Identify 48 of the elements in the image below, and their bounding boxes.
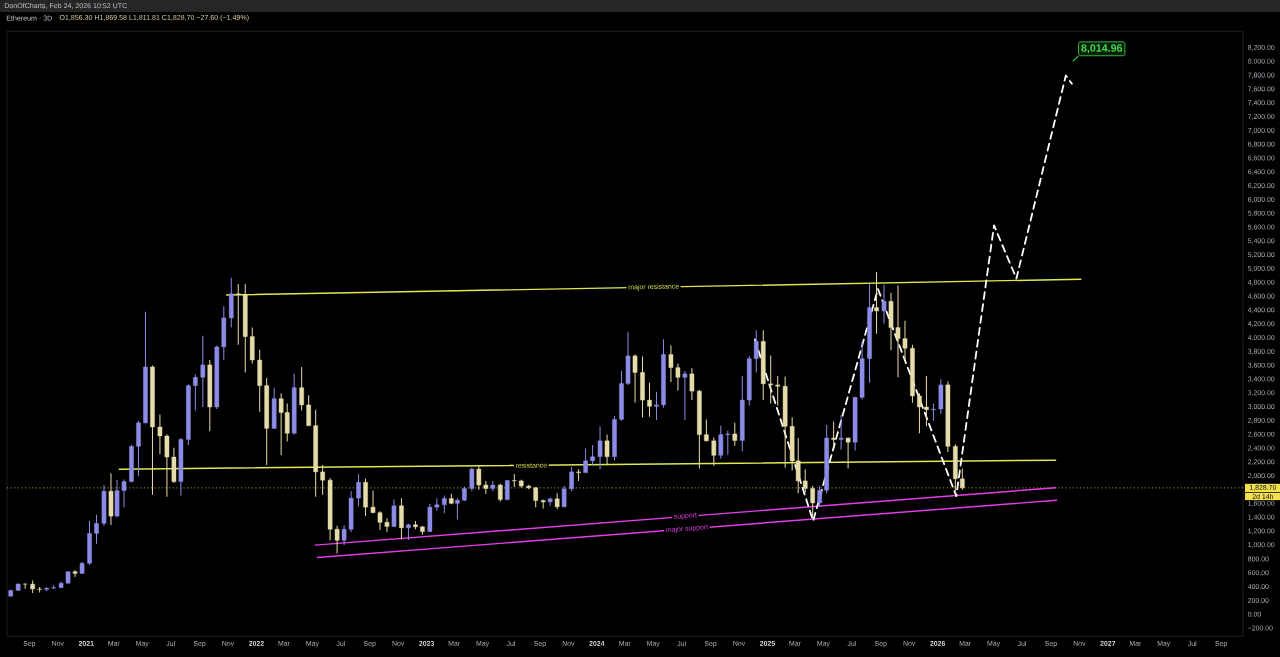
annotation: 8,014.96 [1081,44,1123,54]
candlestick [306,394,311,427]
candlestick [320,464,325,496]
candlestick [682,370,688,421]
candlestick [881,284,887,324]
candlestick [675,362,681,391]
candlestick [533,486,539,508]
candlestick [810,485,815,520]
candlestick [200,335,206,408]
candlestick [689,367,695,401]
candlestick [704,418,709,443]
candlestick [838,414,844,451]
candlestick [654,391,659,421]
candlestick [136,420,141,477]
candlestick [960,467,965,491]
candlestick [249,327,255,364]
candlestick [455,497,460,521]
candlestick [341,524,347,546]
candlestick [604,434,610,465]
candlestick [668,345,674,383]
candlestick [399,497,404,541]
candlestick [647,382,652,418]
candlestick [895,284,901,378]
candlestick [874,271,879,335]
candlestick [632,354,638,404]
candlestick [569,466,574,492]
candlestick [902,320,908,361]
candlestick [72,569,78,578]
candlestick [94,514,99,545]
line-series [753,74,1073,522]
candlestick [356,473,361,507]
candlestick [597,425,603,470]
candlestick [831,420,836,447]
candlestick [732,422,738,447]
candlestick [711,436,717,467]
candlestick [193,374,198,411]
candlestick [817,485,822,507]
candlestick [235,283,241,346]
candlestick [753,329,759,373]
candlestick [924,375,929,427]
candlestick [768,355,774,405]
candlestick [845,436,851,469]
candlestick [590,444,595,467]
candlestick [917,392,922,434]
candlestick [299,366,304,411]
candlestick [391,499,397,528]
candlestick [775,375,780,407]
candlestick [583,447,588,474]
